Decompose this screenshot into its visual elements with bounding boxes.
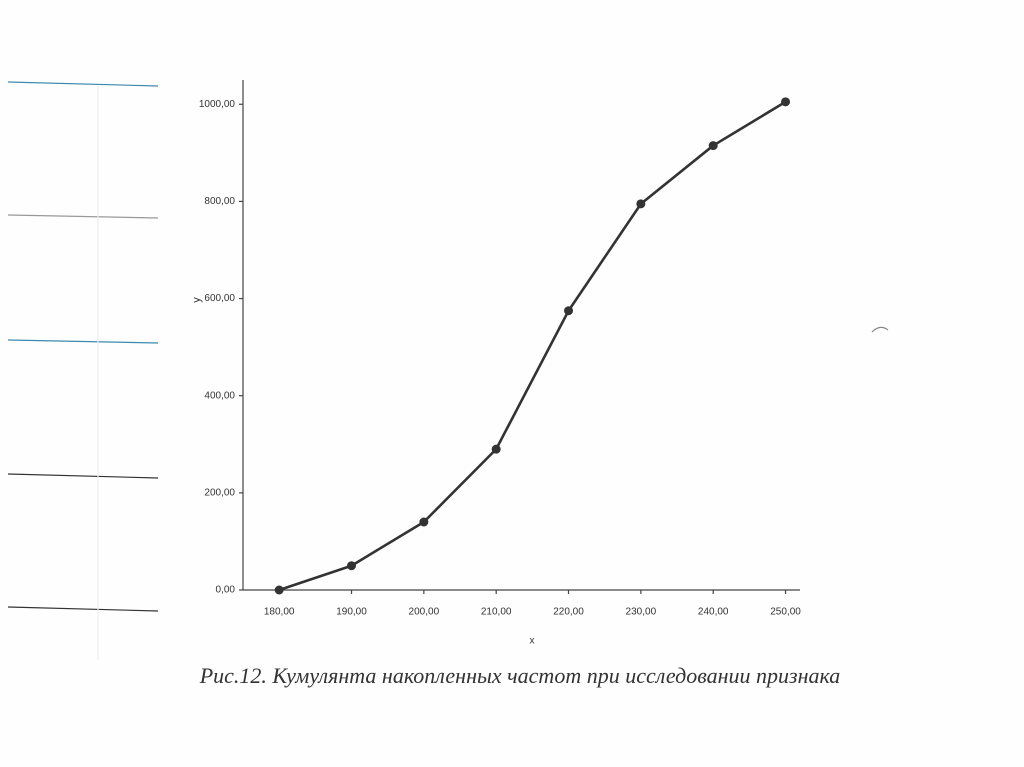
y-tick-label: 200,00	[204, 487, 235, 498]
y-axis-label: y	[191, 297, 203, 303]
x-tick-label: 240,00	[698, 607, 729, 618]
series-line	[278, 100, 787, 592]
x-tick-label: 190,00	[336, 607, 367, 618]
x-axis-label: x	[530, 636, 535, 647]
y-tick-label: 1000,00	[199, 99, 236, 110]
data-point	[491, 444, 501, 454]
data-point	[781, 97, 791, 107]
y-tick-label: 800,00	[204, 196, 235, 207]
data-point	[347, 561, 357, 571]
data-point	[636, 199, 646, 209]
data-point	[564, 306, 574, 316]
x-tick-label: 210,00	[481, 607, 512, 618]
x-tick-label: 200,00	[409, 607, 440, 618]
data-point	[274, 585, 284, 595]
caption: Рис.12. Кумулянта накопленных частот при…	[199, 663, 841, 688]
y-tick-label: 400,00	[204, 390, 235, 401]
y-tick-label: 600,00	[204, 293, 235, 304]
x-tick-label: 230,00	[626, 607, 657, 618]
y-tick-label: 0,00	[216, 585, 236, 596]
data-point	[419, 517, 429, 527]
data-point	[708, 141, 718, 151]
x-tick-label: 220,00	[553, 607, 584, 618]
x-tick-label: 250,00	[770, 607, 801, 618]
decor-lines	[7, 81, 889, 660]
x-tick-label: 180,00	[264, 607, 295, 618]
